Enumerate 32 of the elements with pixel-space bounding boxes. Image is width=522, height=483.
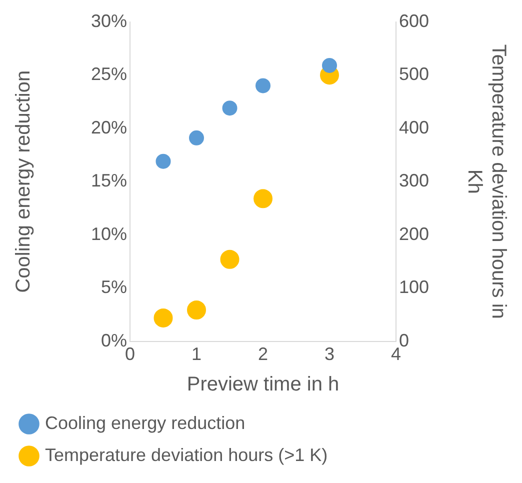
y-tick-label: 5% xyxy=(100,277,127,298)
y-tick-label: 15% xyxy=(90,170,127,191)
point xyxy=(254,189,272,208)
point xyxy=(187,300,206,320)
y2-tick-label: 0 xyxy=(399,330,410,350)
point xyxy=(156,154,171,169)
y-tick-label: 20% xyxy=(90,117,127,138)
y2-tick-label: 400 xyxy=(399,117,430,138)
y2-axis-title: Temperature deviation hours in Kh xyxy=(463,44,510,319)
point xyxy=(222,100,238,116)
x-tick-label: 4 xyxy=(390,344,402,364)
y2-tick-label: 300 xyxy=(399,170,430,191)
x-axis-title: Preview time in h xyxy=(186,374,340,396)
legend-label: Cooling energy reduction xyxy=(45,412,246,433)
y-tick-label: 10% xyxy=(90,224,127,244)
x-tick-label: 3 xyxy=(324,344,335,364)
y2-tick-label: 200 xyxy=(399,224,430,244)
x-tick-label: 1 xyxy=(191,344,202,364)
y2-tick-label: 600 xyxy=(399,10,430,31)
x-tick-label: 2 xyxy=(258,344,268,364)
point xyxy=(220,250,240,269)
point xyxy=(189,130,204,146)
y-tick-label: 0% xyxy=(100,330,127,350)
y-tick-label: 30% xyxy=(90,10,127,31)
y2-tick-label: 100 xyxy=(399,277,430,298)
point xyxy=(154,308,173,328)
y-axis-title: Cooling energy reduction xyxy=(12,70,35,293)
point xyxy=(256,78,270,94)
y2-tick-label: 500 xyxy=(399,64,430,84)
y-tick-label: 25% xyxy=(90,64,127,84)
legend-label: Temperature deviation hours (>1 K) xyxy=(45,444,328,465)
point xyxy=(322,58,337,73)
